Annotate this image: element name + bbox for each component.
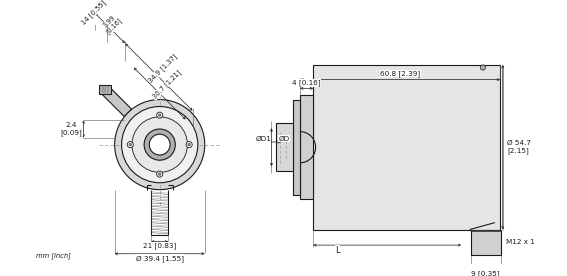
Circle shape: [156, 171, 163, 177]
Circle shape: [188, 143, 191, 146]
Circle shape: [149, 134, 170, 155]
Text: 9 [0.35]: 9 [0.35]: [471, 270, 500, 276]
Polygon shape: [99, 85, 111, 94]
Circle shape: [115, 100, 205, 190]
Circle shape: [156, 112, 163, 118]
Polygon shape: [101, 86, 132, 116]
Text: 2.4
[0.09]: 2.4 [0.09]: [61, 122, 82, 136]
Text: mm [inch]: mm [inch]: [36, 252, 70, 259]
Circle shape: [127, 142, 133, 148]
Text: 30.7 [1.21]: 30.7 [1.21]: [151, 69, 182, 100]
Text: ØD1: ØD1: [256, 136, 272, 142]
Bar: [313, 65, 500, 230]
Bar: [276, 123, 293, 171]
Text: 34.9 [1.37]: 34.9 [1.37]: [147, 53, 179, 84]
Text: ØD: ØD: [279, 136, 290, 142]
Text: 3.99
[0.16]: 3.99 [0.16]: [100, 12, 124, 36]
Circle shape: [158, 173, 161, 175]
Text: M12 x 1: M12 x 1: [497, 238, 535, 245]
Circle shape: [121, 107, 198, 183]
Text: L: L: [335, 246, 340, 255]
Bar: [300, 95, 313, 199]
Circle shape: [186, 142, 192, 148]
Bar: [293, 100, 300, 195]
Text: 60.8 [2.39]: 60.8 [2.39]: [380, 70, 420, 77]
Text: 4 [0.16]: 4 [0.16]: [293, 80, 321, 86]
Bar: [471, 230, 501, 256]
Text: 21 [0.83]: 21 [0.83]: [143, 243, 176, 249]
Text: Ø 39.4 [1.55]: Ø 39.4 [1.55]: [136, 255, 184, 262]
Text: 14 [0.55]: 14 [0.55]: [81, 0, 107, 26]
Circle shape: [158, 114, 161, 116]
Polygon shape: [471, 230, 501, 231]
Circle shape: [480, 65, 485, 70]
Text: Ø 54.7
[2.15]: Ø 54.7 [2.15]: [507, 140, 531, 154]
Circle shape: [129, 143, 132, 146]
Circle shape: [144, 129, 175, 160]
Circle shape: [132, 117, 188, 172]
